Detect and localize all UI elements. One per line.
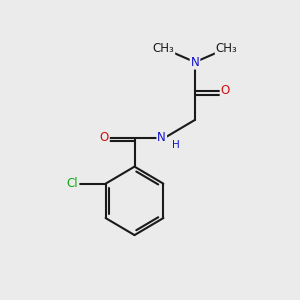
Text: O: O	[220, 85, 230, 98]
Text: N: N	[190, 56, 200, 69]
Text: N: N	[158, 131, 166, 144]
Text: Cl: Cl	[67, 177, 78, 190]
Text: H: H	[172, 140, 180, 150]
Text: O: O	[100, 131, 109, 144]
Text: CH₃: CH₃	[216, 42, 238, 55]
Text: CH₃: CH₃	[152, 42, 174, 55]
